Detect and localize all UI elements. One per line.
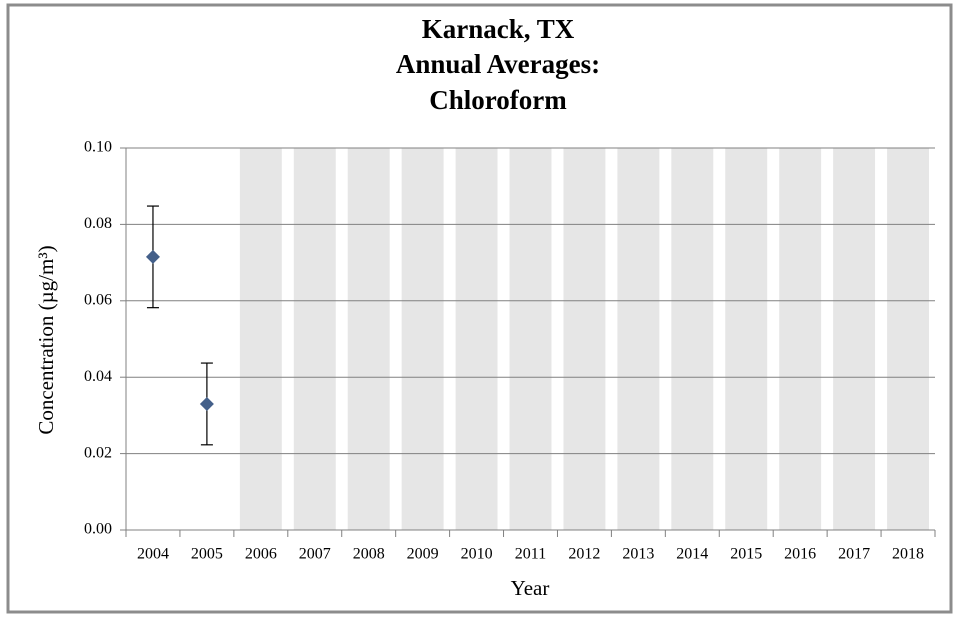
x-axis-title: Year — [511, 576, 550, 600]
x-tick-label: 2010 — [461, 546, 493, 563]
x-tick-label: 2009 — [407, 546, 439, 563]
x-tick-label: 2018 — [892, 546, 924, 563]
no-data-band — [509, 148, 552, 530]
y-tick-label: 0.04 — [84, 368, 112, 385]
x-tick-label: 2008 — [353, 546, 385, 563]
no-data-band — [887, 148, 929, 530]
x-tick-label: 2014 — [676, 546, 708, 563]
no-data-band — [293, 148, 336, 530]
no-data-band — [401, 148, 444, 530]
y-tick-label: 0.10 — [84, 139, 112, 156]
x-tick-label: 2011 — [515, 546, 546, 563]
x-tick-label: 2005 — [191, 546, 223, 563]
chart-title: Annual Averages: — [396, 49, 600, 79]
no-data-band — [833, 148, 876, 530]
no-data-band — [239, 148, 282, 530]
y-tick-label: 0.00 — [84, 521, 112, 538]
x-tick-label: 2015 — [730, 546, 762, 563]
y-axis-title: Concentration (µg/m³) — [34, 245, 58, 434]
x-tick-label: 2013 — [622, 546, 654, 563]
y-tick-label: 0.02 — [84, 444, 112, 461]
chart-title: Chloroform — [429, 85, 567, 115]
no-data-band — [779, 148, 822, 530]
x-tick-label: 2006 — [245, 546, 277, 563]
no-data-band — [725, 148, 768, 530]
no-data-band — [455, 148, 498, 530]
x-tick-label: 2004 — [137, 546, 169, 563]
x-tick-label: 2016 — [784, 546, 816, 563]
data-point — [199, 396, 214, 411]
chart-title: Karnack, TX — [422, 14, 575, 44]
x-tick-label: 2012 — [568, 546, 600, 563]
data-point — [145, 249, 160, 264]
x-tick-label: 2017 — [838, 546, 870, 563]
no-data-band — [563, 148, 606, 530]
no-data-band — [617, 148, 660, 530]
no-data-band — [671, 148, 714, 530]
y-tick-label: 0.06 — [84, 291, 112, 308]
y-tick-label: 0.08 — [84, 215, 112, 232]
no-data-band — [347, 148, 390, 530]
x-tick-label: 2007 — [299, 546, 331, 563]
